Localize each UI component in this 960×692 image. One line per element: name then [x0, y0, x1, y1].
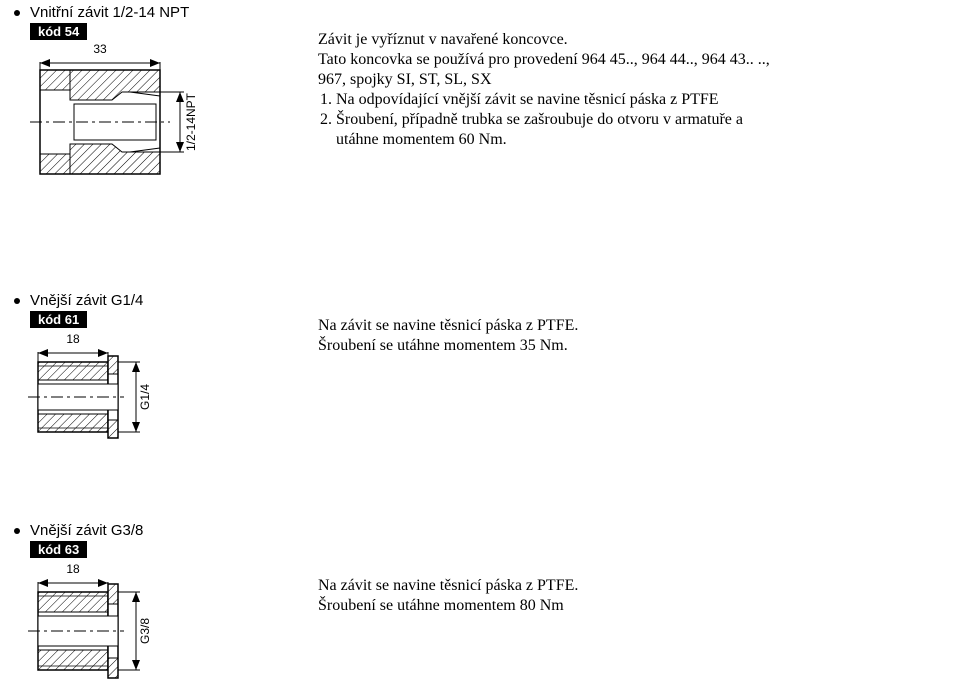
section-2-title-row: Vnější závit G1/4 — [14, 292, 143, 309]
section-3-header: Vnější závit G3/8 kód 63 — [14, 522, 143, 559]
desc-line: Šroubení se utáhne momentem 80 Nm — [318, 596, 918, 616]
section-2-top-dim-value: 18 — [38, 332, 108, 346]
section-3-title-row: Vnější závit G3/8 — [14, 522, 143, 539]
desc-list-item-text: utáhne momentem 60 Nm. — [336, 131, 507, 148]
section-3-thread-label: G3/8 — [138, 618, 152, 644]
desc-line: Na závit se navine těsnicí páska z PTFE. — [318, 316, 918, 336]
desc-line: Tato koncovka se používá pro provedení 9… — [318, 50, 918, 70]
section-1-top-dim-value: 33 — [40, 42, 160, 56]
section-3-title: Vnější závit G3/8 — [30, 522, 143, 539]
section-1-header: Vnitřní závit 1/2-14 NPT kód 54 — [14, 4, 189, 41]
desc-line: 967, spojky SI, ST, SL, SX — [318, 70, 918, 90]
desc-line: Na závit se navine těsnicí páska z PTFE. — [318, 576, 918, 596]
section-1-title-row: Vnitřní závit 1/2-14 NPT — [14, 4, 189, 21]
section-3-kod-badge: kód 63 — [30, 541, 87, 558]
desc-line: Závit je vyříznut v navařené koncovce. — [318, 30, 918, 50]
section-2-title: Vnější závit G1/4 — [30, 292, 143, 309]
bullet-icon — [14, 10, 20, 16]
section-2-thread-label: G1/4 — [138, 384, 152, 410]
fitting-drawing-icon: G1/4 — [24, 352, 164, 452]
section-2-description: Na závit se navine těsnicí páska z PTFE.… — [318, 316, 918, 356]
page: Vnitřní závit 1/2-14 NPT kód 54 33 — [0, 0, 960, 689]
bullet-icon — [14, 298, 20, 304]
section-2-kod-badge: kód 61 — [30, 311, 87, 328]
fitting-drawing-icon: 1/2-14NPT — [22, 62, 202, 192]
section-1-description: Závit je vyříznut v navařené koncovce. T… — [318, 30, 918, 150]
section-1-kod-badge: kód 54 — [30, 23, 87, 40]
section-2-header: Vnější závit G1/4 kód 61 — [14, 292, 143, 329]
desc-ordered-list: Na odpovídající vnější závit se navine t… — [336, 90, 918, 150]
section-1-title: Vnitřní závit 1/2-14 NPT — [30, 4, 189, 21]
section-1-drawing: 1/2-14NPT — [22, 62, 202, 197]
section-1-thread-label: 1/2-14NPT — [184, 92, 198, 151]
section-2-drawing: G1/4 — [24, 352, 164, 457]
desc-line: Šroubení se utáhne momentem 35 Nm. — [318, 336, 918, 356]
section-3-top-dim-value: 18 — [38, 562, 108, 576]
desc-list-item: Šroubení, případně trubka se zašroubuje … — [336, 110, 918, 150]
fitting-drawing-icon: G3/8 — [24, 582, 164, 687]
desc-list-item-text: Šroubení, případně trubka se zašroubuje … — [336, 111, 743, 128]
bullet-icon — [14, 528, 20, 534]
section-3-description: Na závit se navine těsnicí páska z PTFE.… — [318, 576, 918, 616]
desc-list-item: Na odpovídající vnější závit se navine t… — [336, 90, 918, 110]
section-3-drawing: G3/8 — [24, 582, 164, 692]
